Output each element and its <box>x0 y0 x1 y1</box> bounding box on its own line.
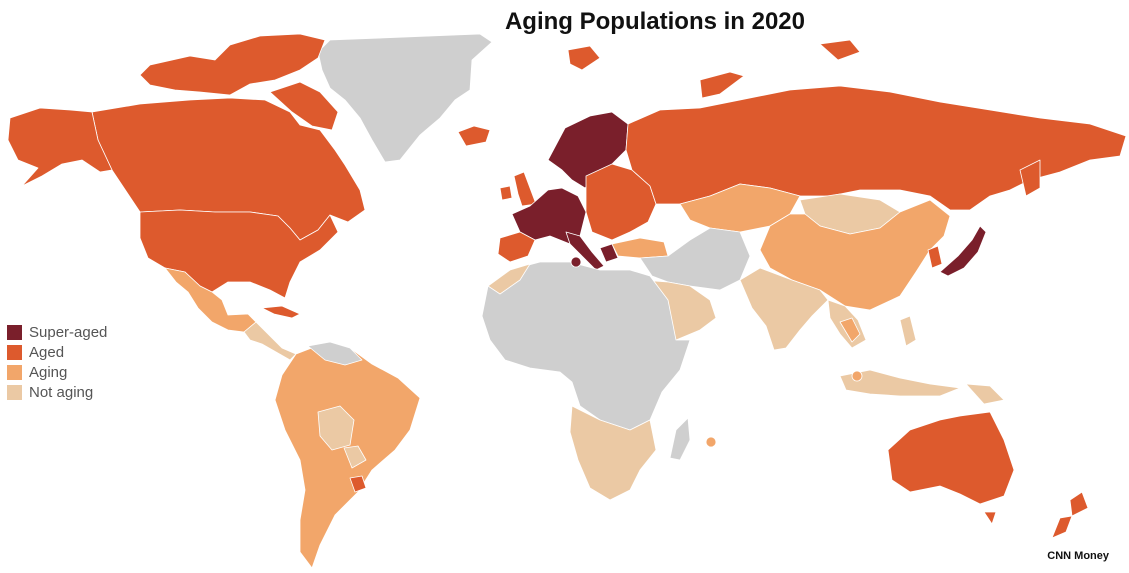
region-indonesia <box>839 369 961 397</box>
region-uruguay <box>349 475 367 493</box>
legend-label: Not aging <box>29 383 94 401</box>
region-maghreb <box>487 263 531 295</box>
legend-label: Aged <box>29 343 65 361</box>
region-thailand <box>839 317 861 343</box>
region-russia <box>625 85 1127 211</box>
legend-swatch <box>6 343 23 361</box>
region-russia-islands <box>699 71 745 99</box>
region-tasmania <box>983 511 997 525</box>
region-japan <box>939 225 987 277</box>
region-eastern-europe <box>585 163 657 241</box>
region-greece <box>599 243 619 263</box>
region-canada-baffin <box>269 81 339 131</box>
region-alaska <box>7 107 113 187</box>
region-scandinavia <box>547 111 629 189</box>
region-singapore-dot <box>851 370 863 382</box>
region-mauritius-dot <box>705 436 717 448</box>
legend-swatch <box>6 363 23 381</box>
region-africa <box>481 261 691 431</box>
legend: Super-aged Aged Aging Not aging <box>6 322 107 402</box>
region-madagascar <box>669 417 691 461</box>
region-cuba <box>261 305 301 319</box>
region-central-america <box>243 321 297 361</box>
region-greenland <box>317 33 493 163</box>
region-png <box>965 383 1005 405</box>
region-ireland <box>499 185 513 201</box>
region-middle-east <box>639 227 751 291</box>
region-malta-dot <box>570 256 582 268</box>
legend-item-aged: Aged <box>6 342 107 362</box>
region-svalbard <box>567 45 601 71</box>
legend-label: Aging <box>29 363 68 381</box>
region-new-zealand-south <box>1051 515 1073 539</box>
region-canada-islands <box>139 33 326 96</box>
legend-item-aging: Aging <box>6 362 107 382</box>
region-korea <box>927 245 943 269</box>
legend-swatch <box>6 383 23 401</box>
region-novaya <box>819 39 861 61</box>
region-south-asia <box>739 267 829 351</box>
legend-swatch <box>6 323 23 341</box>
region-uk <box>513 171 537 207</box>
region-bolivia <box>317 405 355 451</box>
source-credit: CNN Money <box>1047 550 1109 562</box>
region-kamchatka <box>1019 159 1041 197</box>
region-southern-africa <box>569 405 657 501</box>
region-turkey <box>611 237 669 259</box>
region-italy <box>565 231 605 271</box>
legend-item-super-aged: Super-aged <box>6 322 107 342</box>
region-australia <box>887 411 1015 505</box>
region-new-zealand <box>1069 491 1089 517</box>
region-iberia <box>497 231 536 263</box>
region-paraguay <box>343 445 367 469</box>
region-iceland <box>457 125 491 147</box>
legend-item-not-aging: Not aging <box>6 382 107 402</box>
legend-label: Super-aged <box>29 323 108 341</box>
region-philippines <box>899 315 917 347</box>
map-title: Aging Populations in 2020 <box>504 8 806 35</box>
region-guianas <box>307 341 363 366</box>
